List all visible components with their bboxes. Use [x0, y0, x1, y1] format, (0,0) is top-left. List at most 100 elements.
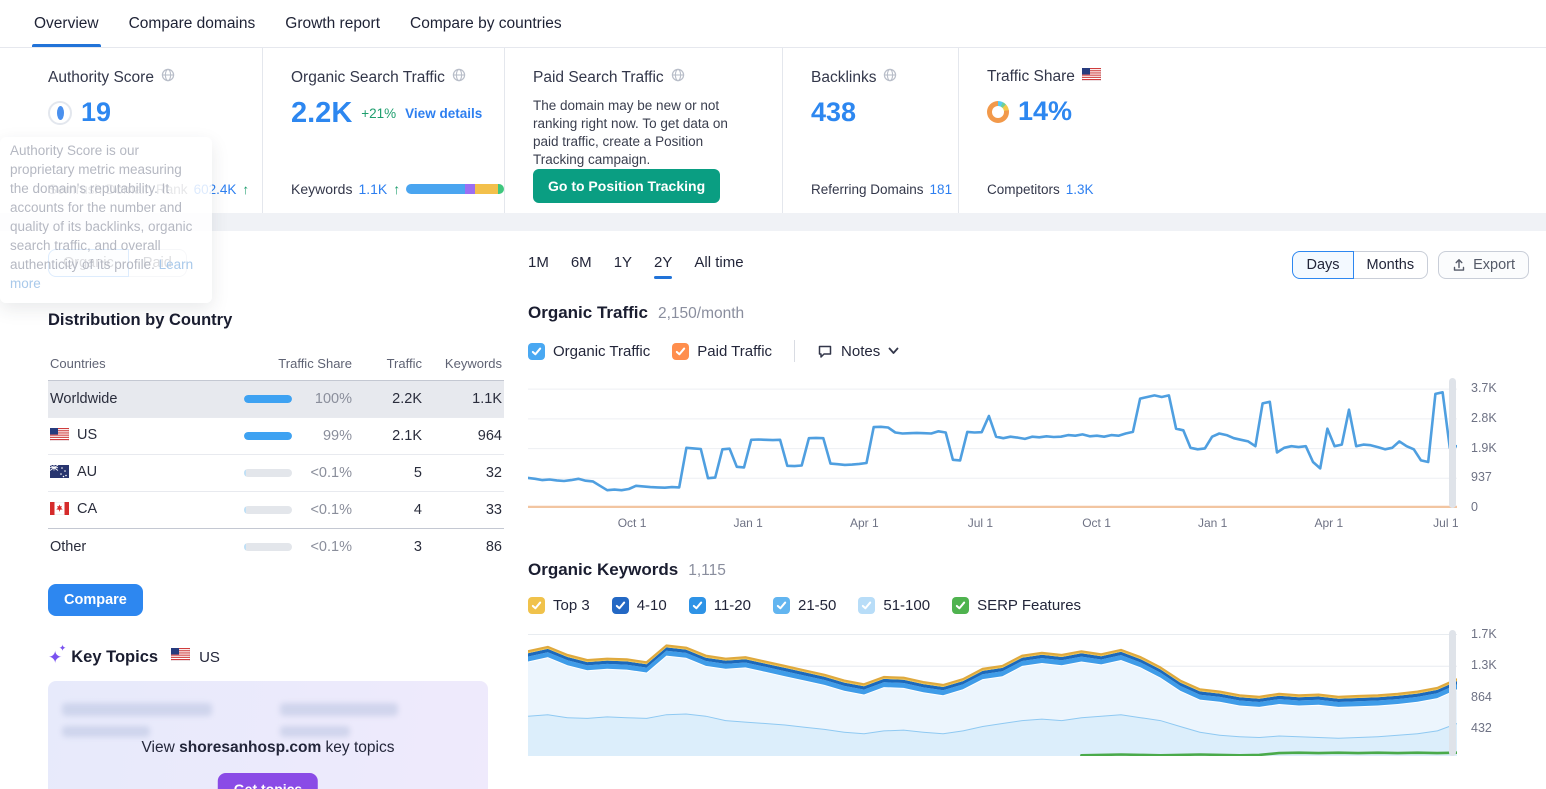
checkbox-checked[interactable]: [672, 342, 690, 360]
view-details-link[interactable]: View details: [405, 106, 483, 121]
legend-label: Paid Traffic: [697, 342, 773, 360]
main-content: Organic Paid Distribution by Country Coun…: [0, 231, 1546, 789]
traffic-value[interactable]: 4: [354, 491, 424, 529]
checkbox-checked[interactable]: [611, 597, 629, 614]
keywords-count[interactable]: 964: [424, 417, 504, 455]
granularity-months[interactable]: Months: [1352, 251, 1429, 279]
chart-scroll-handle[interactable]: [1449, 630, 1456, 756]
share-bar: [244, 432, 292, 440]
compare-button[interactable]: Compare: [48, 583, 143, 616]
checkbox-checked[interactable]: [528, 597, 545, 614]
legend-4-10[interactable]: 4-10: [611, 597, 667, 614]
table-row-au[interactable]: AU <0.1% 5 32: [48, 454, 504, 492]
blurred-placeholder: [62, 725, 150, 737]
range-tab-6m[interactable]: 6M: [570, 253, 592, 271]
keywords-count[interactable]: 33: [424, 491, 504, 529]
legend-paid-traffic[interactable]: Paid Traffic: [672, 342, 773, 360]
legend-serp-features[interactable]: SERP Features: [952, 597, 1081, 614]
blurred-placeholder: [280, 702, 398, 716]
traffic-value[interactable]: 2.1K: [354, 417, 424, 455]
share-percent: <0.1%: [310, 539, 352, 556]
keywords-legend: Top 3 4-10 11-20 21-50 51-100 SERP Features: [528, 597, 1546, 614]
left-panel: Organic Paid Distribution by Country Coun…: [32, 231, 504, 789]
organic-traffic-title: Organic Search Traffic: [291, 68, 445, 86]
up-arrow-icon: ↑: [242, 182, 250, 197]
legend-label: Organic Traffic: [553, 342, 651, 360]
info-globe-icon[interactable]: [671, 68, 685, 87]
checkbox-checked[interactable]: [858, 597, 876, 614]
authority-score-title: Authority Score: [48, 68, 154, 86]
position-tracking-button[interactable]: Go to Position Tracking: [533, 169, 721, 203]
organic-search-traffic-card: Organic Search Traffic 2.2K +21% View de…: [262, 48, 504, 213]
legend-21-50[interactable]: 21-50: [773, 597, 836, 614]
organic-traffic-section-subtitle: 2,150/month: [657, 305, 745, 322]
range-tab-all-time[interactable]: All time: [694, 253, 744, 271]
paid-search-traffic-card: Paid Search Traffic The domain may be ne…: [504, 48, 782, 213]
organic-keywords-chart[interactable]: 1.7K 1.3K 864 432: [528, 626, 1546, 756]
notes-dropdown[interactable]: Notes: [817, 343, 899, 360]
sparkle-icon: ✦ ✦: [48, 642, 67, 667]
keywords-count[interactable]: 32: [424, 454, 504, 492]
traffic-value: 2.2K: [354, 380, 424, 418]
legend-label: 21-50: [798, 597, 837, 614]
keywords-value[interactable]: 1.1K: [358, 181, 388, 197]
toggle-organic[interactable]: Organic: [48, 249, 129, 277]
toggle-paid[interactable]: Paid: [127, 249, 187, 277]
nav-tab-growth-report[interactable]: Growth report: [285, 14, 381, 32]
checkbox-checked[interactable]: [688, 597, 706, 614]
country-name: Worldwide: [50, 391, 118, 407]
us-flag-icon: [170, 647, 191, 662]
info-globe-icon[interactable]: [883, 68, 897, 87]
y-axis-label: 0: [1471, 500, 1478, 514]
traffic-share-cell: 100%: [169, 391, 352, 407]
nav-tab-overview[interactable]: Overview: [32, 0, 101, 47]
traffic-legend: Organic Traffic Paid Traffic Notes: [528, 340, 1546, 362]
range-tab-1m[interactable]: 1M: [528, 253, 549, 271]
y-axis-label: 1.7K: [1471, 626, 1497, 641]
get-topics-button[interactable]: Get topics: [217, 772, 319, 789]
traffic-share-cell: <0.1%: [169, 465, 352, 481]
info-globe-icon[interactable]: [161, 68, 175, 87]
chart-scroll-handle[interactable]: [1449, 378, 1456, 508]
nav-tab-compare-by-countries[interactable]: Compare by countries: [410, 14, 562, 32]
us-flag-icon: [49, 427, 70, 442]
range-tab-1y[interactable]: 1Y: [613, 253, 633, 271]
legend-label: 11-20: [713, 597, 751, 614]
date-range-tabs: 1M 6M 1Y 2Y All time: [528, 253, 744, 279]
x-axis-label: Apr 1: [849, 516, 879, 530]
legend-11-20[interactable]: 11-20: [688, 597, 751, 614]
checkbox-checked[interactable]: [773, 597, 790, 614]
table-row-other[interactable]: Other <0.1% 3 86: [48, 528, 504, 566]
traffic-share-cell: <0.1%: [169, 539, 352, 555]
traffic-share-donut-icon: [987, 100, 1009, 123]
table-row-us[interactable]: US 99% 2.1K 964: [48, 417, 504, 455]
share-bar: [244, 543, 292, 552]
referring-domains-value[interactable]: 181: [929, 182, 953, 197]
organic-traffic-chart[interactable]: 3.7K 2.8K 1.9K 937 0 Oct 1 Jan 1 Apr 1 Jul 1 Oct …: [528, 378, 1546, 534]
backlinks-title: Backlinks: [811, 68, 877, 86]
blurred-placeholder: [62, 702, 212, 716]
info-globe-icon[interactable]: [452, 68, 466, 87]
nav-tab-compare-domains[interactable]: Compare domains: [128, 14, 256, 32]
competitors-value[interactable]: 1.3K: [1065, 182, 1094, 197]
notes-label: Notes: [841, 342, 881, 360]
traffic-value[interactable]: 5: [354, 454, 424, 492]
range-tab-2y[interactable]: 2Y: [654, 254, 673, 279]
country-name: Other: [50, 539, 87, 556]
notes-bubble-icon: [818, 345, 832, 358]
granularity-days[interactable]: Days: [1292, 251, 1354, 279]
backlinks-card: Backlinks 438 Referring Domains 181: [782, 48, 958, 213]
right-panel: 1M 6M 1Y 2Y All time Days Months Export Organ…: [528, 231, 1546, 756]
x-axis-label: Oct 1: [1082, 516, 1111, 530]
table-row-ca[interactable]: CA <0.1% 4 33: [48, 491, 504, 529]
legend-organic-traffic[interactable]: Organic Traffic: [528, 342, 651, 360]
x-axis-label: Jul 1: [967, 516, 994, 530]
checkbox-checked[interactable]: [952, 597, 970, 614]
export-button[interactable]: Export: [1438, 251, 1529, 279]
domain-rank-value[interactable]: 602.4K: [193, 182, 237, 197]
legend-top-3[interactable]: Top 3: [528, 597, 590, 614]
traffic-share-value: 14%: [1018, 96, 1073, 126]
legend-51-100[interactable]: 51-100: [858, 597, 930, 614]
table-row-worldwide[interactable]: Worldwide 100% 2.2K 1.1K: [48, 380, 504, 418]
checkbox-checked[interactable]: [528, 342, 545, 360]
